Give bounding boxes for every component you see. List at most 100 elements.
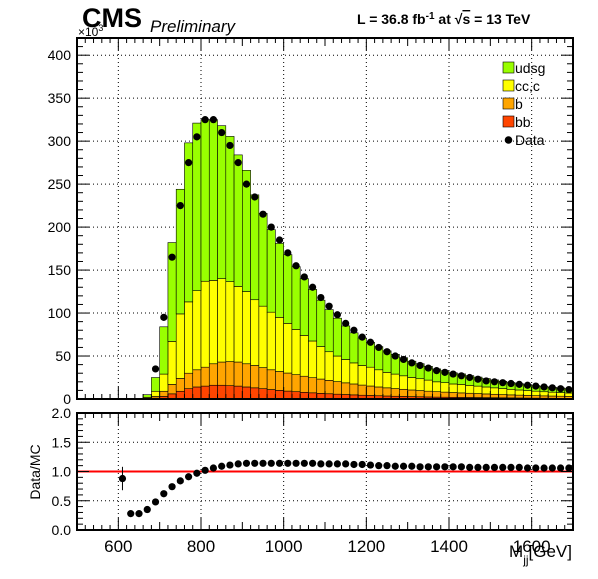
data-point <box>168 254 175 261</box>
bar <box>449 393 457 398</box>
data-point <box>483 377 490 384</box>
bar <box>466 385 474 393</box>
bar <box>151 378 159 392</box>
ratio-point <box>119 475 126 482</box>
data-point <box>210 116 217 123</box>
data-point <box>549 384 556 391</box>
bar <box>540 396 548 398</box>
bar <box>333 318 341 356</box>
bar <box>366 367 374 386</box>
data-point <box>301 273 308 280</box>
bar <box>193 291 201 370</box>
bar <box>267 230 275 313</box>
bar <box>184 143 192 302</box>
lumi-label: L = 36.8 fb-1 at √s = 13 TeV <box>357 11 531 28</box>
data-point <box>334 311 341 318</box>
ratio-point <box>359 461 366 468</box>
ratio-point <box>292 460 299 467</box>
ratio-point <box>177 477 184 484</box>
ratio-point <box>458 463 465 470</box>
bar <box>366 386 374 395</box>
bar <box>565 393 573 396</box>
data-point <box>532 383 539 390</box>
data-point <box>251 193 258 200</box>
preliminary-label: Preliminary <box>150 17 237 36</box>
bar <box>292 267 300 330</box>
ratio-point <box>425 463 432 470</box>
bar <box>399 389 407 396</box>
ratio-point <box>334 460 341 467</box>
bar <box>259 213 267 306</box>
y-tick-label: 2.0 <box>52 405 72 421</box>
legend-swatch <box>503 116 514 127</box>
ratio-point <box>185 473 192 480</box>
y-tick-label: 250 <box>48 176 72 192</box>
ratio-point <box>540 464 547 471</box>
bar <box>325 310 333 352</box>
bar <box>251 365 259 387</box>
bar <box>218 279 226 362</box>
data-point <box>507 380 514 387</box>
ratio-point <box>375 462 382 469</box>
bar <box>300 279 308 336</box>
bar <box>201 281 209 367</box>
ratio-point <box>433 463 440 470</box>
ratio-point <box>400 463 407 470</box>
bar <box>342 383 350 395</box>
bar <box>218 126 226 279</box>
bar <box>391 374 399 389</box>
ratio-point <box>326 460 333 467</box>
data-point <box>450 370 457 377</box>
data-point <box>342 320 349 327</box>
ratio-point <box>441 463 448 470</box>
ratio-point <box>168 483 175 490</box>
ratio-point <box>491 464 498 471</box>
bar <box>259 389 267 399</box>
data-point <box>425 364 432 371</box>
bar <box>209 280 217 363</box>
data-point <box>466 374 473 381</box>
y-tick-label: 0.0 <box>52 522 72 538</box>
bar <box>540 392 548 396</box>
data-point <box>177 202 184 209</box>
bar <box>457 384 465 393</box>
bar <box>234 155 242 287</box>
bar <box>548 396 556 398</box>
ratio-point <box>202 467 209 474</box>
bar <box>432 382 440 392</box>
legend-swatch <box>503 80 514 91</box>
bar <box>292 329 300 374</box>
bar <box>226 282 234 362</box>
bar <box>201 386 209 399</box>
ratio-point <box>466 464 473 471</box>
data-point <box>235 159 242 166</box>
y-tick-label: 150 <box>48 262 72 278</box>
data-point <box>383 348 390 355</box>
data-point <box>268 223 275 230</box>
ratio-point <box>383 462 390 469</box>
bar <box>424 380 432 391</box>
data-point <box>565 386 572 393</box>
bar <box>499 389 507 395</box>
bar <box>160 391 168 396</box>
bar <box>168 384 176 393</box>
data-point <box>309 284 316 291</box>
data-point <box>350 327 357 334</box>
bar <box>375 387 383 396</box>
data-point <box>400 356 407 363</box>
ratio-point <box>144 506 151 513</box>
data-point <box>160 314 167 321</box>
ratio-point <box>226 461 233 468</box>
y-tick-label: 350 <box>48 90 72 106</box>
bar <box>532 396 540 398</box>
bar <box>251 300 259 366</box>
ratio-point <box>524 464 531 471</box>
bar <box>416 379 424 391</box>
bar <box>350 384 358 395</box>
bar <box>234 386 242 399</box>
bar <box>242 387 250 399</box>
bar <box>325 352 333 381</box>
legend-label: bb <box>515 114 531 130</box>
bar <box>176 314 184 378</box>
